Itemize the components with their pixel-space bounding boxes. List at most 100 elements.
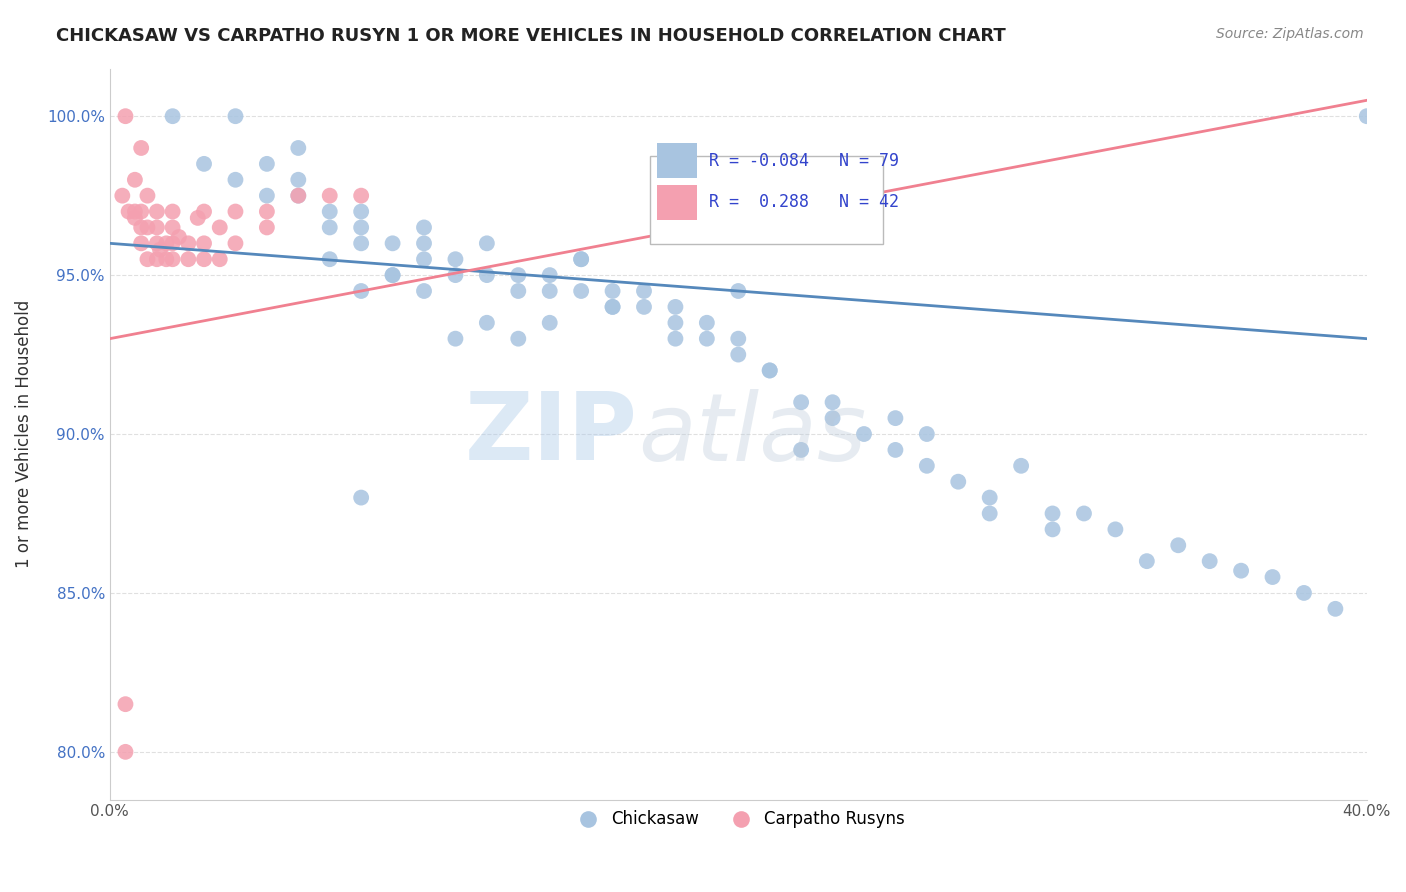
Point [256, 220, 278, 235]
Point [319, 204, 342, 219]
Point [727, 332, 749, 346]
Point [508, 268, 530, 282]
Point [821, 395, 844, 409]
Point [475, 316, 498, 330]
Point [381, 268, 404, 282]
Point [1010, 458, 1032, 473]
Point [884, 442, 907, 457]
Point [350, 220, 373, 235]
Point [193, 236, 215, 251]
Point [129, 204, 152, 219]
Point [758, 363, 780, 377]
Point [187, 211, 209, 225]
Point [413, 220, 436, 235]
Point [664, 300, 686, 314]
Point [146, 204, 169, 219]
Point [413, 284, 436, 298]
Point [1042, 507, 1064, 521]
Point [915, 458, 938, 473]
Text: R = -0.084   N = 79: R = -0.084 N = 79 [710, 153, 900, 170]
FancyBboxPatch shape [651, 156, 883, 244]
Point [124, 173, 146, 187]
Point [129, 236, 152, 251]
Point [696, 316, 718, 330]
Y-axis label: 1 or more Vehicles in Household: 1 or more Vehicles in Household [15, 300, 32, 568]
Point [602, 284, 624, 298]
Point [319, 188, 342, 202]
Point [287, 141, 309, 155]
Point [350, 284, 373, 298]
Point [193, 204, 215, 219]
Point [381, 268, 404, 282]
Point [444, 268, 467, 282]
Point [124, 211, 146, 225]
Point [167, 230, 190, 244]
Point [224, 204, 246, 219]
Point [508, 284, 530, 298]
Point [413, 236, 436, 251]
Point [538, 268, 561, 282]
Point [319, 252, 342, 267]
Point [602, 300, 624, 314]
Point [124, 204, 146, 219]
Point [136, 188, 159, 202]
Point [136, 252, 159, 267]
Point [193, 252, 215, 267]
Point [538, 316, 561, 330]
Point [193, 157, 215, 171]
Point [136, 220, 159, 235]
Point [569, 252, 592, 267]
Point [1167, 538, 1189, 552]
Point [208, 220, 231, 235]
Point [177, 236, 200, 251]
Point [114, 697, 136, 711]
Point [350, 188, 373, 202]
Point [287, 188, 309, 202]
Point [350, 491, 373, 505]
Point [287, 188, 309, 202]
Text: CHICKASAW VS CARPATHO RUSYN 1 OR MORE VEHICLES IN HOUSEHOLD CORRELATION CHART: CHICKASAW VS CARPATHO RUSYN 1 OR MORE VE… [56, 27, 1005, 45]
Point [208, 252, 231, 267]
Point [162, 236, 184, 251]
Point [1230, 564, 1253, 578]
Point [224, 173, 246, 187]
Point [256, 204, 278, 219]
Point [146, 252, 169, 267]
Text: Source: ZipAtlas.com: Source: ZipAtlas.com [1216, 27, 1364, 41]
Point [117, 204, 139, 219]
Point [853, 427, 876, 442]
Point [1042, 522, 1064, 536]
Point [1324, 602, 1347, 616]
Point [155, 236, 177, 251]
Point [664, 316, 686, 330]
Point [633, 300, 655, 314]
Point [884, 411, 907, 425]
Point [979, 507, 1001, 521]
Point [1136, 554, 1159, 568]
Point [538, 284, 561, 298]
Point [162, 220, 184, 235]
Point [444, 252, 467, 267]
Point [821, 411, 844, 425]
Point [350, 236, 373, 251]
Point [569, 284, 592, 298]
Point [287, 173, 309, 187]
Text: atlas: atlas [638, 389, 866, 480]
Point [979, 491, 1001, 505]
Point [758, 363, 780, 377]
Point [224, 236, 246, 251]
Point [444, 332, 467, 346]
Point [162, 252, 184, 267]
Point [727, 347, 749, 361]
FancyBboxPatch shape [657, 185, 697, 219]
Point [381, 236, 404, 251]
Point [1292, 586, 1315, 600]
Point [114, 109, 136, 123]
Point [475, 236, 498, 251]
Point [475, 268, 498, 282]
Point [1261, 570, 1284, 584]
Point [146, 236, 169, 251]
Point [256, 188, 278, 202]
Point [1104, 522, 1126, 536]
Point [696, 332, 718, 346]
